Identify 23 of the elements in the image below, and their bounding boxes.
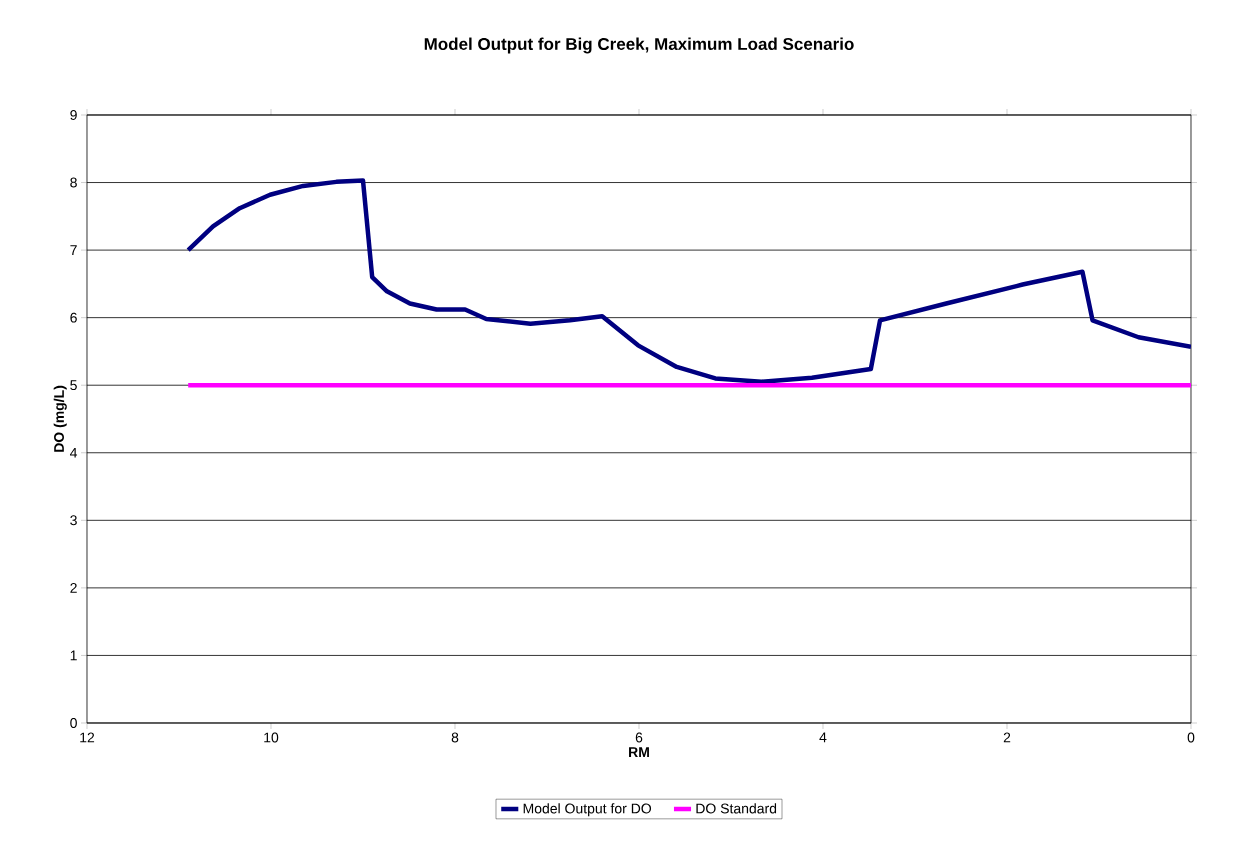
legend-label: DO Standard — [696, 803, 777, 814]
y-tick-label: 9 — [70, 110, 77, 120]
y-tick-label: 1 — [70, 650, 77, 661]
y-axis-title: DO (mg/L) — [53, 385, 67, 452]
y-tick-label: 3 — [70, 515, 77, 526]
chart-title: Model Output for Big Creek, Maximum Load Scenario — [424, 37, 854, 54]
y-tick-label: 2 — [70, 582, 77, 593]
legend-label: Model Output for DO — [523, 803, 652, 817]
x-axis-title: RM — [629, 747, 649, 757]
x-tick-label: 8 — [451, 732, 459, 743]
x-tick-label: 0 — [1187, 732, 1195, 743]
x-tick-label: 6 — [635, 732, 643, 743]
y-tick-label: 6 — [70, 312, 77, 323]
line-series — [185, 178, 1191, 385]
y-tick-label: 5 — [70, 380, 77, 391]
x-tick-label: 2 — [1003, 732, 1011, 743]
x-tick-label: 12 — [80, 732, 95, 743]
x-tick-label: 10 — [264, 732, 279, 743]
y-tick-label: 0 — [70, 718, 77, 728]
y-tick-label: 4 — [69, 447, 78, 458]
y-tick-label: 8 — [70, 177, 77, 188]
y-tick-label: 7 — [70, 245, 77, 255]
x-tick-label: 4 — [819, 732, 827, 743]
